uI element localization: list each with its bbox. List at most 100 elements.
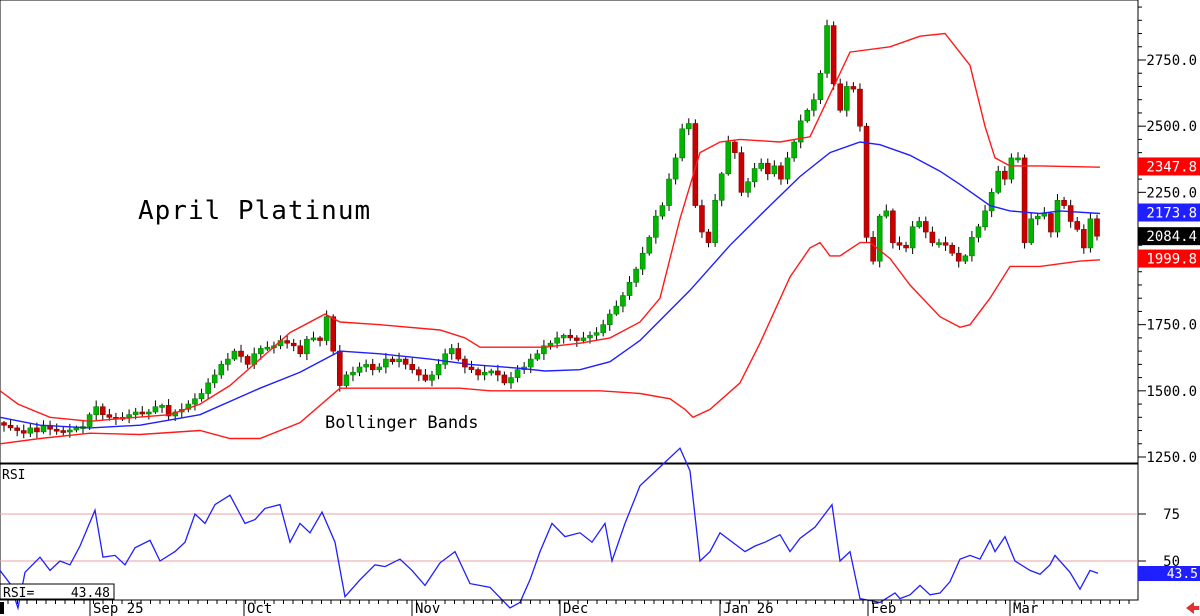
candle-up xyxy=(1054,199,1061,233)
candle-up xyxy=(679,128,685,159)
candle-down xyxy=(53,428,60,432)
bollinger-lower-line xyxy=(0,241,1101,445)
candle-down xyxy=(692,123,699,206)
candle-up xyxy=(626,282,633,296)
candle-up xyxy=(547,342,554,347)
candle-down xyxy=(409,364,416,370)
candle-up xyxy=(666,178,672,206)
candle-up xyxy=(1034,215,1041,220)
candle-up xyxy=(653,215,659,238)
candle-down xyxy=(1061,199,1067,206)
rsi-line xyxy=(0,447,1099,611)
candle-down xyxy=(1094,218,1100,237)
candle-up xyxy=(356,366,363,373)
candle-up xyxy=(73,427,80,431)
candle-down xyxy=(297,345,304,355)
candle-up xyxy=(817,72,824,100)
candle-down xyxy=(850,86,857,90)
candle-up xyxy=(205,382,211,394)
candle-up xyxy=(1087,218,1094,249)
date-tick-label: Sep 25 xyxy=(93,601,144,616)
price-tick-label: 1250.0 xyxy=(1146,450,1197,466)
candle-down xyxy=(337,350,343,386)
candle-up xyxy=(1008,157,1015,180)
candle-down xyxy=(1002,170,1008,180)
candle-up xyxy=(448,348,455,355)
candle-up xyxy=(606,313,613,325)
candle-up xyxy=(758,162,764,169)
date-tick-label: Feb xyxy=(871,601,896,616)
candle-down xyxy=(402,358,409,365)
candle-up xyxy=(93,406,99,415)
scroll-arrow-icon[interactable] xyxy=(1186,602,1199,614)
candle-down xyxy=(929,231,936,243)
candle-up xyxy=(257,348,264,355)
candle-down xyxy=(903,244,909,249)
candle-up xyxy=(751,168,758,183)
candle-up xyxy=(587,334,593,339)
price-tick-label: 2250.0 xyxy=(1146,185,1197,201)
candle-down xyxy=(244,356,251,365)
candle-up xyxy=(962,255,969,262)
candle-down xyxy=(837,83,844,111)
candle-up xyxy=(218,364,225,376)
candle-up xyxy=(363,364,369,368)
bollinger-middle-line xyxy=(0,141,1101,429)
date-tick-label: Oct xyxy=(247,601,272,616)
rsi-panel-border xyxy=(0,463,1139,601)
candle-up xyxy=(988,192,995,212)
candle-up xyxy=(718,173,725,201)
candle-down xyxy=(495,370,501,376)
candle-up xyxy=(620,295,626,307)
value-label-text: 2347.8 xyxy=(1146,159,1197,175)
price-panel-border xyxy=(0,0,1139,464)
candle-up xyxy=(883,210,890,217)
date-axis: Sep 25 Oct Nov Dec Jan 26 Feb Mar xyxy=(0,599,1138,616)
date-tick-label: Dec xyxy=(563,601,588,616)
candle-down xyxy=(764,162,771,175)
candle-down xyxy=(165,405,172,417)
value-label-bg xyxy=(1138,249,1200,268)
candle-down xyxy=(738,152,745,193)
date-tick-label: Jan 26 xyxy=(723,601,774,616)
candle-up xyxy=(560,334,567,339)
candle-down xyxy=(1048,213,1054,233)
candle-down xyxy=(857,88,863,127)
candle-up xyxy=(198,393,205,400)
candle-up xyxy=(639,252,646,270)
value-label-bg xyxy=(1138,227,1200,246)
date-tick-label: Mar xyxy=(1013,601,1038,616)
candle-down xyxy=(290,342,297,347)
candle-up xyxy=(481,372,488,376)
candle-down xyxy=(455,348,462,360)
rsi-tick-label: 75 xyxy=(1163,507,1180,523)
candle-down xyxy=(830,25,837,85)
candle-down xyxy=(468,366,475,370)
candle-up xyxy=(541,345,547,355)
corner-marker xyxy=(0,602,4,614)
candle-down xyxy=(890,210,896,243)
candle-up xyxy=(310,337,317,341)
candle-up xyxy=(264,346,271,350)
candle-up xyxy=(211,374,218,384)
candle-up xyxy=(27,427,34,434)
candle-up xyxy=(633,268,639,283)
candle-down xyxy=(955,252,962,262)
candle-up xyxy=(745,181,751,193)
price-tick-label: 2750.0 xyxy=(1146,53,1197,69)
bollinger-annotation: Bollinger Bands xyxy=(325,413,479,433)
candle-up xyxy=(982,210,988,228)
candle-up xyxy=(514,369,521,378)
candle-up xyxy=(811,99,817,111)
candle-down xyxy=(896,242,903,246)
candle-down xyxy=(369,364,376,370)
candle-down xyxy=(330,316,337,352)
bollinger-upper-line xyxy=(0,32,1101,423)
candle-down xyxy=(34,427,40,433)
candle-up xyxy=(876,215,883,262)
candle-down xyxy=(705,231,712,243)
candle-up xyxy=(304,338,310,355)
candle-up xyxy=(126,414,132,418)
